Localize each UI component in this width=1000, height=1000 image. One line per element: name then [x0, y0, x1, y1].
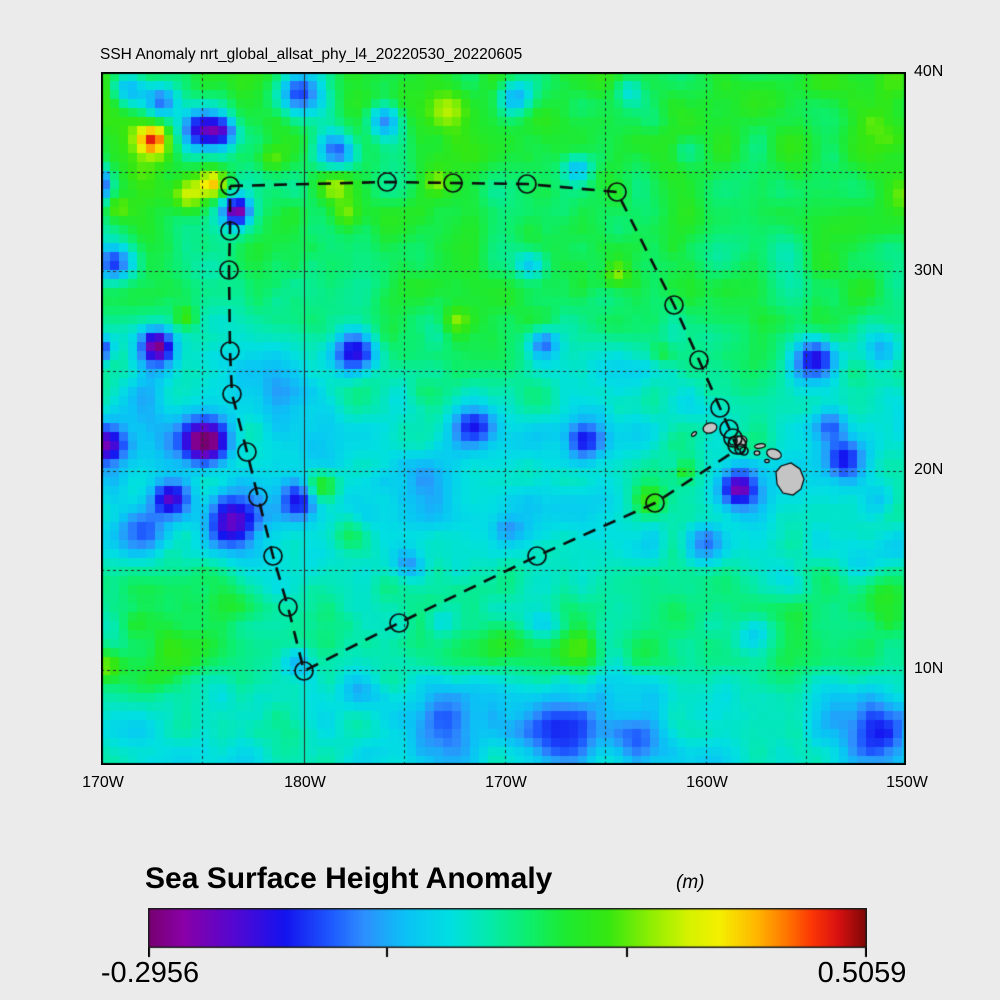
ssh-heatmap-map-canvas: [101, 72, 906, 765]
y-tick-label-3: 10N: [914, 660, 944, 677]
y-tick-label-2: 20N: [914, 461, 944, 478]
colorbar-gradient-canvas: [148, 908, 867, 960]
x-tick-label-2: 170W: [485, 774, 527, 791]
colorbar-title: Sea Surface Height Anomaly: [145, 862, 553, 895]
colorbar-max-label: 0.5059: [817, 957, 907, 989]
x-tick-label-0: 170W: [82, 774, 124, 791]
y-tick-label-1: 30N: [914, 262, 944, 279]
map-title: SSH Anomaly nrt_global_allsat_phy_l4_202…: [100, 46, 523, 63]
x-tick-label-4: 150W: [886, 774, 928, 791]
colorbar-unit-label: (m): [676, 872, 705, 893]
colorbar-min-label: -0.2956: [100, 957, 200, 989]
x-tick-label-3: 160W: [686, 774, 728, 791]
x-tick-label-1: 180W: [284, 774, 326, 791]
y-tick-label-0: 40N: [914, 63, 944, 80]
